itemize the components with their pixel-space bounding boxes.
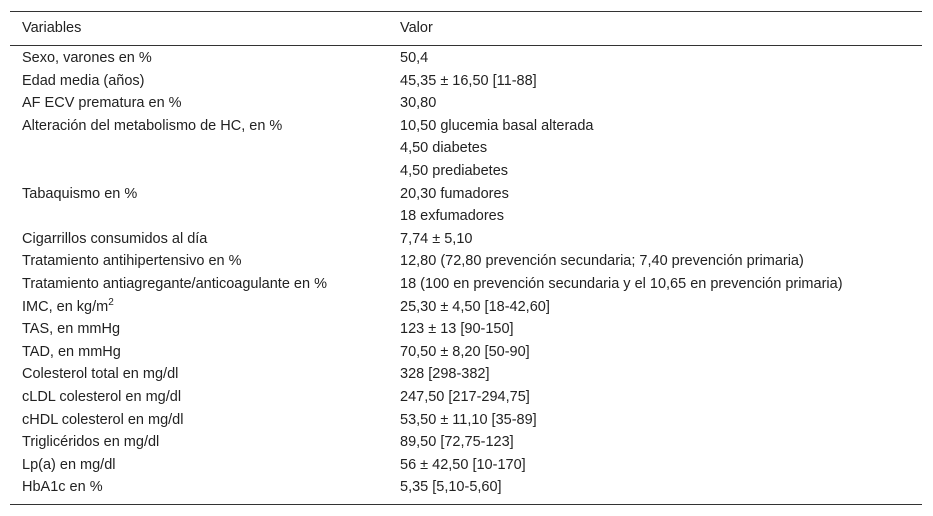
header-row: Variables Valor — [10, 11, 922, 46]
value-line: 25,30 ± 4,50 [18-42,60] — [400, 298, 550, 315]
table-row: AF ECV prematura en % 30,80 — [10, 92, 922, 115]
value-line: 89,50 [72,75-123] — [400, 434, 514, 451]
table-row: Colesterol total en mg/dl 328 [298-382] — [10, 363, 922, 386]
variable-cell: Triglicéridos en mg/dl — [10, 431, 388, 454]
value-cell: 25,30 ± 4,50 [18-42,60] — [388, 296, 922, 319]
variable-cell: TAS, en mmHg — [10, 318, 388, 341]
variable-text: Edad media (años) — [22, 72, 145, 89]
value-line: 50,4 — [400, 50, 429, 66]
table-row: Edad media (años) 45,35 ± 16,50 [11-88] — [10, 70, 922, 93]
table-row: Tratamiento antihipertensivo en % 12,80 (… — [10, 250, 922, 273]
variable-text: Tratamiento antiagregante/anticoagulante… — [22, 275, 327, 292]
variable-text: Tabaquismo en % — [22, 185, 138, 202]
variable-cell: AF ECV prematura en % — [10, 92, 388, 115]
value-line: 18 (100 en prevención secundaria y el 10… — [400, 275, 843, 292]
value-cell: 53,50 ± 11,10 [35-89] — [388, 409, 922, 432]
value-cell: 247,50 [217-294,75] — [388, 386, 922, 409]
value-line: 45,35 ± 16,50 [11-88] — [400, 72, 537, 89]
variable-text: TAS, en mmHg — [22, 321, 121, 338]
header-cell: Valor — [400, 20, 433, 36]
value-line: 20,30 fumadores — [400, 185, 509, 202]
variable-cell: Lp(a) en mg/dl — [10, 454, 388, 477]
value-line: 4,50 prediabetes — [400, 162, 509, 179]
variable-text: Colesterol total en mg/dl — [22, 366, 179, 383]
table-row: cLDL colesterol en mg/dl 247,50 [217-294,… — [10, 386, 922, 409]
value-cell: 5,35 [5,10-5,60] — [388, 476, 922, 504]
variable-text: AF ECV prematura en % — [22, 95, 182, 112]
value-cell: 12,80 (72,80 prevención secundaria; 7,40… — [388, 250, 922, 273]
variable-text: cLDL colesterol en mg/dl — [22, 388, 182, 405]
value-line: 247,50 [217-294,75] — [400, 388, 530, 405]
table-header: Variables Valor — [10, 11, 922, 46]
variable-cell: Edad media (años) — [10, 70, 388, 93]
table-row: Sexo, varones en % 50,4 — [10, 46, 922, 70]
table-row: Alteración del metabolismo de HC, en % 10… — [10, 115, 922, 183]
value-line: 7,74 ± 5,10 — [400, 230, 473, 247]
value-line: 53,50 ± 11,10 [35-89] — [400, 411, 537, 428]
value-cell: 30,80 — [388, 92, 922, 115]
variable-text: Triglicéridos en mg/dl — [22, 434, 160, 451]
variable-cell: Tratamiento antiagregante/anticoagulante… — [10, 273, 388, 296]
table-row: Lp(a) en mg/dl 56 ± 42,50 [10-170] — [10, 454, 922, 477]
value-cell: 18 (100 en prevención secundaria y el 10… — [388, 273, 922, 296]
value-cell: 7,74 ± 5,10 — [388, 228, 922, 251]
value-cell: 123 ± 13 [90-150] — [388, 318, 922, 341]
variable-text: Alteración del metabolismo de HC, en % — [22, 117, 283, 134]
value-cell: 328 [298-382] — [388, 363, 922, 386]
value-line: 10,50 glucemia basal alterada — [400, 117, 594, 134]
table-row: Tratamiento antiagregante/anticoagulante… — [10, 273, 922, 296]
variable-cell: Alteración del metabolismo de HC, en % — [10, 115, 388, 183]
variable-text: HbA1c en % — [22, 479, 103, 496]
value-cell: 45,35 ± 16,50 [11-88] — [388, 70, 922, 93]
variable-cell: HbA1c en % — [10, 476, 388, 504]
value-line: 328 [298-382] — [400, 366, 490, 383]
variable-text: Cigarrillos consumidos al día — [22, 230, 208, 247]
variable-cell: Tabaquismo en % — [10, 183, 388, 228]
variable-cell: Sexo, varones en % — [10, 46, 388, 70]
value-line: 5,35 [5,10-5,60] — [400, 479, 502, 496]
variable-cell: Cigarrillos consumidos al día — [10, 228, 388, 251]
value-cell: 56 ± 42,50 [10-170] — [388, 454, 922, 477]
variable-text: cHDL colesterol en mg/dl — [22, 411, 184, 428]
table-row: cHDL colesterol en mg/dl 53,50 ± 11,10 [3… — [10, 409, 922, 432]
table-row: IMC, en kg/m2 25,30 ± 4,50 [18-42,60] — [10, 296, 922, 319]
data-table: Variables Valor Sexo, varones en % 50,4 Ed… — [10, 11, 922, 505]
value-line: 12,80 (72,80 prevención secundaria; 7,40… — [400, 253, 804, 270]
variable-text: Sexo, varones en % — [22, 50, 152, 66]
table-container: Variables Valor Sexo, varones en % 50,4 Ed… — [10, 11, 922, 505]
table-row: TAD, en mmHg 70,50 ± 8,20 [50-90] — [10, 341, 922, 364]
table-row: Triglicéridos en mg/dl 89,50 [72,75-123] — [10, 431, 922, 454]
value-line: 30,80 — [400, 95, 437, 112]
superscript: 2 — [108, 296, 114, 308]
table-row: Tabaquismo en % 20,30 fumadores 18 exfumad… — [10, 183, 922, 228]
variable-cell: TAD, en mmHg — [10, 341, 388, 364]
value-cell: 20,30 fumadores 18 exfumadores — [388, 183, 922, 228]
variable-cell: IMC, en kg/m2 — [10, 296, 388, 319]
value-line: 56 ± 42,50 [10-170] — [400, 456, 526, 473]
variable-text: Tratamiento antihipertensivo en % — [22, 253, 242, 270]
variable-cell: cLDL colesterol en mg/dl — [10, 386, 388, 409]
value-cell: 89,50 [72,75-123] — [388, 431, 922, 454]
value-line: 123 ± 13 [90-150] — [400, 321, 514, 338]
table-row: Cigarrillos consumidos al día 7,74 ± 5,10 — [10, 228, 922, 251]
variable-cell: cHDL colesterol en mg/dl — [10, 409, 388, 432]
table-body: Sexo, varones en % 50,4 Edad media (años) 4… — [10, 46, 922, 505]
table-row: TAS, en mmHg 123 ± 13 [90-150] — [10, 318, 922, 341]
value-line: 4,50 diabetes — [400, 140, 488, 157]
variable-text: IMC, en kg/m — [22, 298, 109, 315]
value-cell: 50,4 — [388, 46, 922, 70]
variable-cell: Colesterol total en mg/dl — [10, 363, 388, 386]
value-cell: 70,50 ± 8,20 [50-90] — [388, 341, 922, 364]
value-cell: 10,50 glucemia basal alterada 4,50 diabet… — [388, 115, 922, 183]
table-row: HbA1c en % 5,35 [5,10-5,60] — [10, 476, 922, 504]
header-cell: Variables — [22, 20, 82, 36]
value-line: 18 exfumadores — [400, 208, 504, 225]
variable-text: Lp(a) en mg/dl — [22, 456, 116, 473]
value-line: 70,50 ± 8,20 [50-90] — [400, 343, 530, 360]
variable-cell: Tratamiento antihipertensivo en % — [10, 250, 388, 273]
variable-text: TAD, en mmHg — [22, 343, 121, 360]
